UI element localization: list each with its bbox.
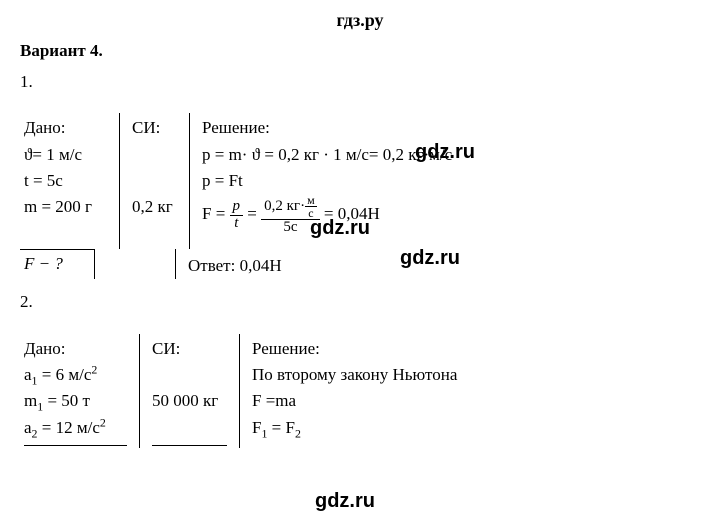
label-si: СИ: [132,115,177,141]
sup: 2 [100,415,106,429]
txt: m [24,391,37,410]
txt: а [24,365,32,384]
sol-l1: По второму закону Ньютона [252,362,692,388]
problem-1-si: СИ: 0,2 кг [120,113,190,249]
frac-d: t [230,216,244,232]
given-t: t = 5с [24,168,107,194]
txt: = F [267,418,295,437]
txt: = 12 м/с [38,418,100,437]
given-v: ϑ= 1 м/с [24,142,107,168]
footer-watermark: gdz.ru [315,490,375,513]
find-text: F − ? [24,254,63,273]
sol-l3-frac1: p t [230,199,244,232]
sol-l3-prefix: F = [202,204,230,223]
sol-l3: F1 = F2 [252,415,692,441]
page-root: гдз.ру Вариант 4. 1. Дано: ϑ= 1 м/с t = … [0,0,720,519]
frac-n: p [230,199,244,216]
sol-l3: F = p t = 0,2 кг· м с 5с [202,194,692,236]
given-a1: а1 = 6 м/с2 [24,362,127,388]
problem-2: 2. Дано: а1 = 6 м/с2 m1 = 50 т а 2 = 12 м… [20,289,700,448]
label-si: СИ: [152,336,227,362]
label-given: Дано: [24,336,127,362]
watermark: gdz.ru [415,141,475,164]
sol-l2: p = Ft [202,168,692,194]
problem-2-number: 2. [20,289,700,315]
unit-frac: м с [305,194,317,219]
problem-1: 1. Дано: ϑ= 1 м/с t = 5с m = 200 г СИ: 0… [20,69,700,279]
problem-1-solution: Решение: p = m· ϑ = 0,2 кг · 1 м/с= 0,2 … [190,113,700,249]
sub: 2 [295,426,301,440]
given-a2: а2 = 12 м/с2 [24,415,127,446]
si-m1: 50 000 кг [152,388,227,414]
problem-1-number: 1. [20,69,700,95]
given-m: m = 200 г [24,194,107,220]
txt: = 50 т [43,391,90,410]
txt: = 6 м/с [38,365,92,384]
si-m: 0,2 кг [132,194,177,220]
watermark: gdz.ru [400,247,460,270]
sol-l2: F =ma [252,388,692,414]
problem-1-given: Дано: ϑ= 1 м/с t = 5с m = 200 г [20,113,120,249]
txt: а [24,418,32,437]
frac-n-pre: 0,2 кг· [264,198,305,214]
problem-2-given: Дано: а1 = 6 м/с2 m1 = 50 т а2 = 12 м/с2 [20,334,140,448]
problem-1-find-row: F − ? Ответ: 0,04H [20,249,700,279]
sup: 2 [91,362,97,376]
label-solution: Решение: [202,115,692,141]
sol-l3-eq: = [247,204,261,223]
problem-1-find: F − ? [20,249,95,279]
problem-2-row: Дано: а1 = 6 м/с2 m1 = 50 т а2 = 12 м/с2… [20,334,700,448]
variant-title: Вариант 4. [20,41,700,61]
label-solution: Решение: [252,336,692,362]
site-header: гдз.ру [20,10,700,31]
watermark: gdz.ru [310,217,370,240]
problem-2-solution: Решение: По второму закону Ньютона F =ma… [240,334,700,448]
given-m1: m1 = 50 т [24,388,127,414]
problem-2-si: СИ: 50 000 кг [140,334,240,448]
label-given: Дано: [24,115,107,141]
